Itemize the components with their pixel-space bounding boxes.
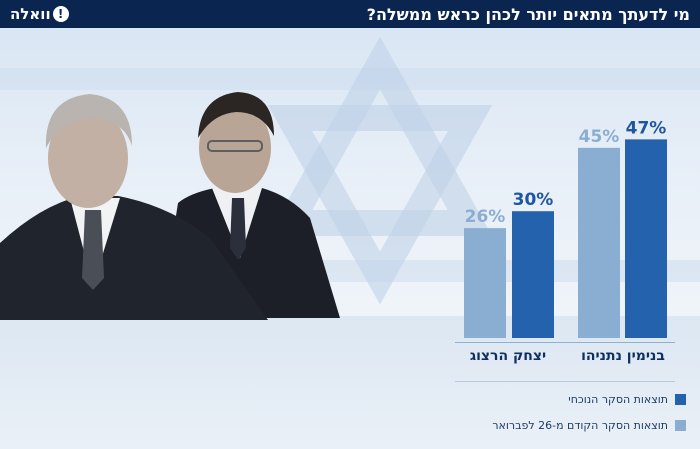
legend-swatch bbox=[675, 420, 686, 431]
bar-previous-0 bbox=[578, 147, 620, 338]
divider bbox=[455, 342, 675, 343]
data-label-previous-1: 26% bbox=[465, 207, 506, 227]
bar-current-1 bbox=[512, 211, 554, 338]
category-label-herzog: יצחק הרצוג bbox=[469, 348, 547, 364]
legend-item-current: תוצאות הסקר הנוכחי bbox=[568, 393, 686, 406]
legend-label: תוצאות הסקר הקודם מ-26 לפברואר bbox=[492, 419, 668, 432]
page-title: מי לדעתך מתאים יותר לכהן כראש ממשלה? bbox=[366, 4, 690, 24]
legend-label: תוצאות הסקר הנוכחי bbox=[568, 393, 668, 406]
legend-swatch bbox=[675, 394, 686, 405]
walla-logo[interactable]: ! וואלה bbox=[10, 5, 69, 23]
exclamation-icon: ! bbox=[52, 6, 69, 22]
bar-current-0 bbox=[625, 139, 667, 338]
person-photo-icon bbox=[0, 94, 268, 320]
bar-previous-1 bbox=[464, 228, 506, 338]
data-label-current-1: 30% bbox=[513, 190, 554, 210]
divider bbox=[455, 381, 675, 382]
legend-item-previous: תוצאות הסקר הקודם מ-26 לפברואר bbox=[492, 419, 686, 432]
data-label-current-0: 47% bbox=[626, 118, 667, 138]
category-label-netanyahu: בנימין נתניהו bbox=[581, 348, 665, 364]
data-label-previous-0: 45% bbox=[579, 127, 620, 147]
logo-text: וואלה bbox=[10, 5, 51, 23]
header-bar: מי לדעתך מתאים יותר לכהן כראש ממשלה? ! ו… bbox=[0, 0, 700, 28]
floor-band bbox=[0, 316, 700, 449]
